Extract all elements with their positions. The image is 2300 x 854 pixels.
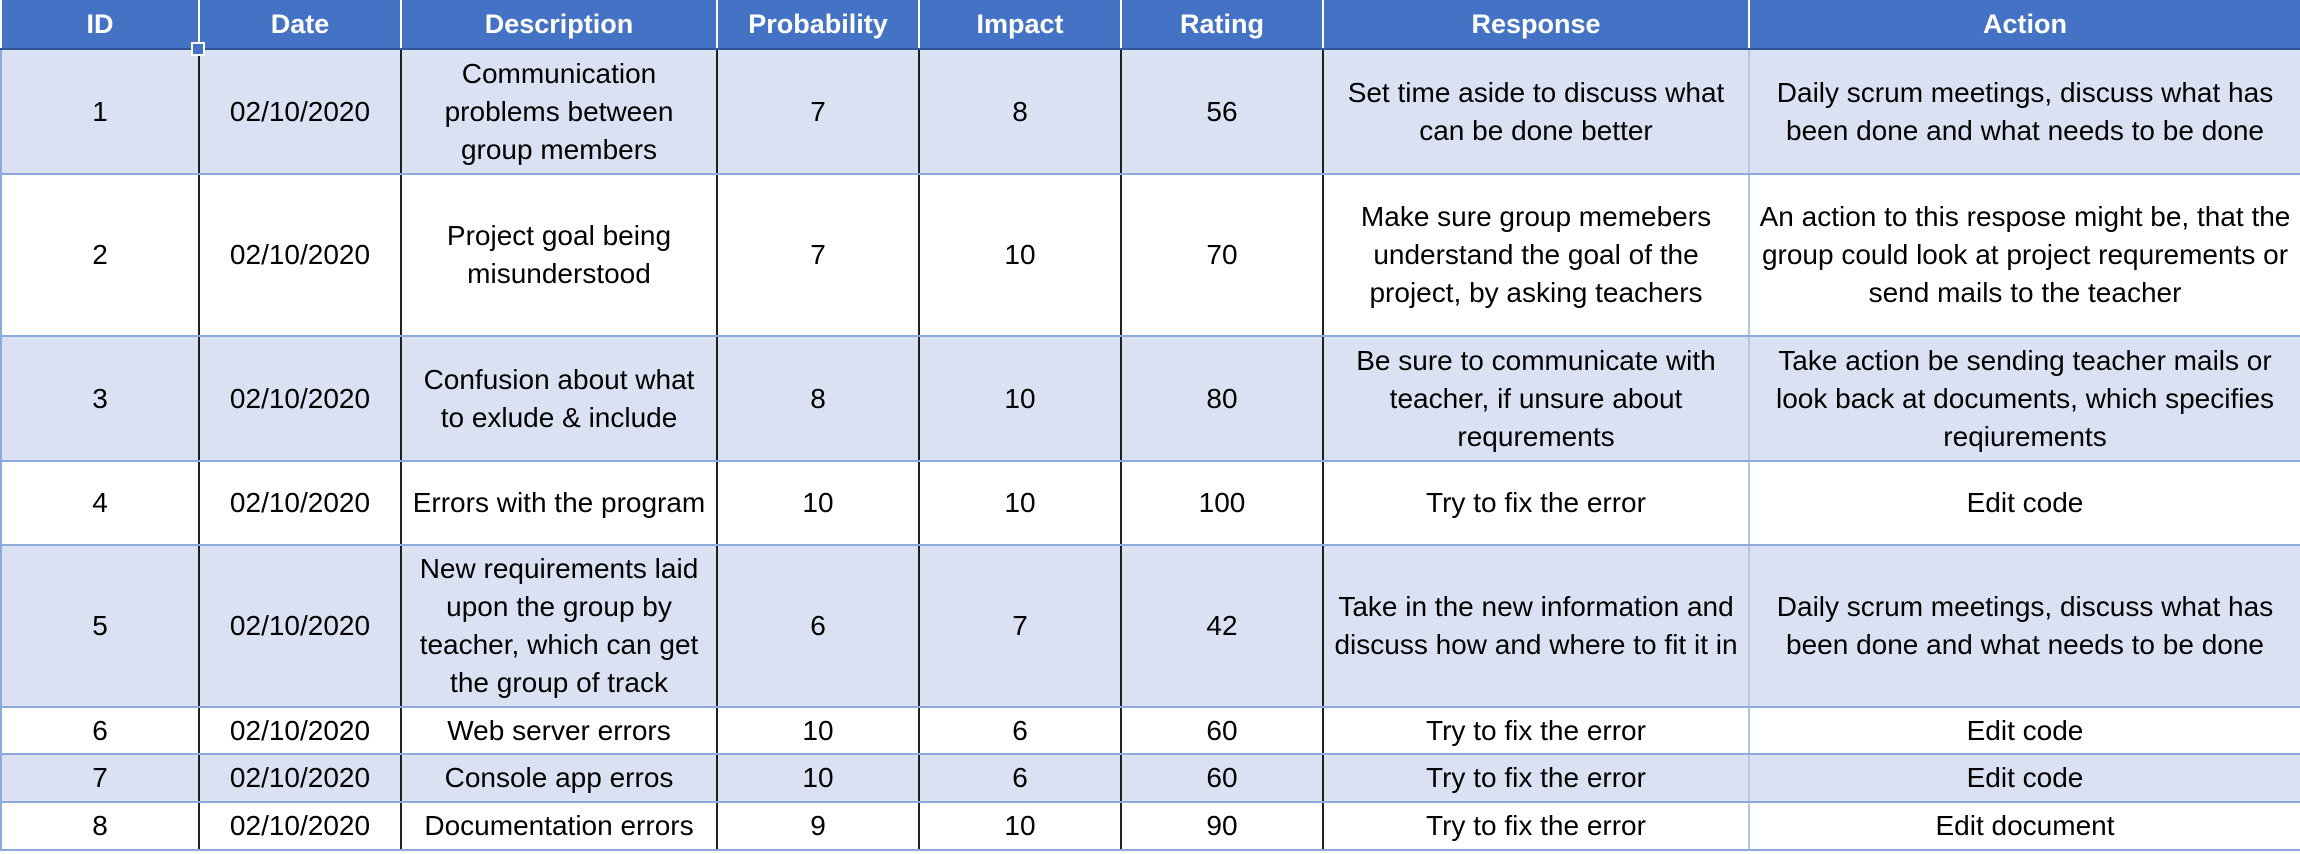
cell-response[interactable]: Try to fix the error bbox=[1322, 801, 1750, 851]
cell-date[interactable]: 02/10/2020 bbox=[198, 706, 402, 755]
cell-impact[interactable]: 7 bbox=[918, 544, 1122, 708]
cell-impact[interactable]: 10 bbox=[918, 335, 1122, 462]
cell-response[interactable]: Make sure group memebers understand the … bbox=[1322, 173, 1750, 337]
header-date[interactable]: Date bbox=[198, 0, 402, 50]
cell-response[interactable]: Try to fix the error bbox=[1322, 753, 1750, 803]
cell-description[interactable]: Communication problems between group mem… bbox=[400, 48, 718, 175]
cell-action[interactable]: An action to this respose might be, that… bbox=[1748, 173, 2300, 337]
header-row: ID Date Description Probability Impact R… bbox=[0, 0, 2300, 50]
header-impact[interactable]: Impact bbox=[918, 0, 1122, 50]
header-id[interactable]: ID bbox=[0, 0, 200, 50]
cell-response[interactable]: Set time aside to discuss what can be do… bbox=[1322, 48, 1750, 175]
cell-probability[interactable]: 10 bbox=[716, 706, 920, 755]
cell-rating[interactable]: 90 bbox=[1120, 801, 1324, 851]
table-row: 4 02/10/2020 Errors with the program 10 … bbox=[0, 460, 2300, 546]
cell-id[interactable]: 5 bbox=[0, 544, 200, 708]
cell-response[interactable]: Try to fix the error bbox=[1322, 460, 1750, 546]
cell-description[interactable]: Documentation errors bbox=[400, 801, 718, 851]
cell-date[interactable]: 02/10/2020 bbox=[198, 335, 402, 462]
selection-fill-handle[interactable] bbox=[191, 42, 205, 56]
cell-date[interactable]: 02/10/2020 bbox=[198, 173, 402, 337]
cell-action[interactable]: Edit code bbox=[1748, 753, 2300, 803]
cell-id[interactable]: 1 bbox=[0, 48, 200, 175]
cell-action[interactable]: Edit document bbox=[1748, 801, 2300, 851]
cell-description[interactable]: Confusion about what to exlude & include bbox=[400, 335, 718, 462]
cell-description[interactable]: Errors with the program bbox=[400, 460, 718, 546]
cell-impact[interactable]: 10 bbox=[918, 460, 1122, 546]
cell-description[interactable]: Project goal being misunderstood bbox=[400, 173, 718, 337]
cell-probability[interactable]: 10 bbox=[716, 753, 920, 803]
header-description[interactable]: Description bbox=[400, 0, 718, 50]
cell-probability[interactable]: 9 bbox=[716, 801, 920, 851]
cell-id[interactable]: 8 bbox=[0, 801, 200, 851]
cell-action[interactable]: Take action be sending teacher mails or … bbox=[1748, 335, 2300, 462]
cell-id[interactable]: 7 bbox=[0, 753, 200, 803]
header-rating[interactable]: Rating bbox=[1120, 0, 1324, 50]
cell-action[interactable]: Daily scrum meetings, discuss what has b… bbox=[1748, 48, 2300, 175]
table-row: 3 02/10/2020 Confusion about what to exl… bbox=[0, 335, 2300, 462]
cell-probability[interactable]: 7 bbox=[716, 48, 920, 175]
header-probability[interactable]: Probability bbox=[716, 0, 920, 50]
cell-impact[interactable]: 6 bbox=[918, 753, 1122, 803]
cell-impact[interactable]: 8 bbox=[918, 48, 1122, 175]
cell-response[interactable]: Try to fix the error bbox=[1322, 706, 1750, 755]
cell-rating[interactable]: 70 bbox=[1120, 173, 1324, 337]
table-row: 6 02/10/2020 Web server errors 10 6 60 T… bbox=[0, 706, 2300, 755]
cell-description[interactable]: Console app erros bbox=[400, 753, 718, 803]
cell-action[interactable]: Edit code bbox=[1748, 706, 2300, 755]
cell-id[interactable]: 2 bbox=[0, 173, 200, 337]
table-row: 2 02/10/2020 Project goal being misunder… bbox=[0, 173, 2300, 337]
table-row: 5 02/10/2020 New requirements laid upon … bbox=[0, 544, 2300, 708]
cell-impact[interactable]: 6 bbox=[918, 706, 1122, 755]
cell-date[interactable]: 02/10/2020 bbox=[198, 544, 402, 708]
header-action[interactable]: Action bbox=[1748, 0, 2300, 50]
cell-action[interactable]: Daily scrum meetings, discuss what has b… bbox=[1748, 544, 2300, 708]
cell-probability[interactable]: 8 bbox=[716, 335, 920, 462]
cell-id[interactable]: 4 bbox=[0, 460, 200, 546]
cell-date[interactable]: 02/10/2020 bbox=[198, 753, 402, 803]
cell-impact[interactable]: 10 bbox=[918, 173, 1122, 337]
cell-date[interactable]: 02/10/2020 bbox=[198, 801, 402, 851]
cell-response[interactable]: Be sure to communicate with teacher, if … bbox=[1322, 335, 1750, 462]
cell-rating[interactable]: 60 bbox=[1120, 706, 1324, 755]
table-row: 1 02/10/2020 Communication problems betw… bbox=[0, 48, 2300, 175]
cell-probability[interactable]: 6 bbox=[716, 544, 920, 708]
cell-impact[interactable]: 10 bbox=[918, 801, 1122, 851]
cell-date[interactable]: 02/10/2020 bbox=[198, 460, 402, 546]
cell-id[interactable]: 3 bbox=[0, 335, 200, 462]
cell-date[interactable]: 02/10/2020 bbox=[198, 48, 402, 175]
cell-rating[interactable]: 42 bbox=[1120, 544, 1324, 708]
cell-probability[interactable]: 10 bbox=[716, 460, 920, 546]
cell-rating[interactable]: 60 bbox=[1120, 753, 1324, 803]
cell-rating[interactable]: 100 bbox=[1120, 460, 1324, 546]
cell-response[interactable]: Take in the new information and discuss … bbox=[1322, 544, 1750, 708]
cell-probability[interactable]: 7 bbox=[716, 173, 920, 337]
cell-rating[interactable]: 56 bbox=[1120, 48, 1324, 175]
cell-id[interactable]: 6 bbox=[0, 706, 200, 755]
table-row: 7 02/10/2020 Console app erros 10 6 60 T… bbox=[0, 753, 2300, 803]
header-response[interactable]: Response bbox=[1322, 0, 1750, 50]
cell-rating[interactable]: 80 bbox=[1120, 335, 1324, 462]
cell-description[interactable]: New requirements laid upon the group by … bbox=[400, 544, 718, 708]
cell-description[interactable]: Web server errors bbox=[400, 706, 718, 755]
cell-action[interactable]: Edit code bbox=[1748, 460, 2300, 546]
table-row: 8 02/10/2020 Documentation errors 9 10 9… bbox=[0, 801, 2300, 851]
